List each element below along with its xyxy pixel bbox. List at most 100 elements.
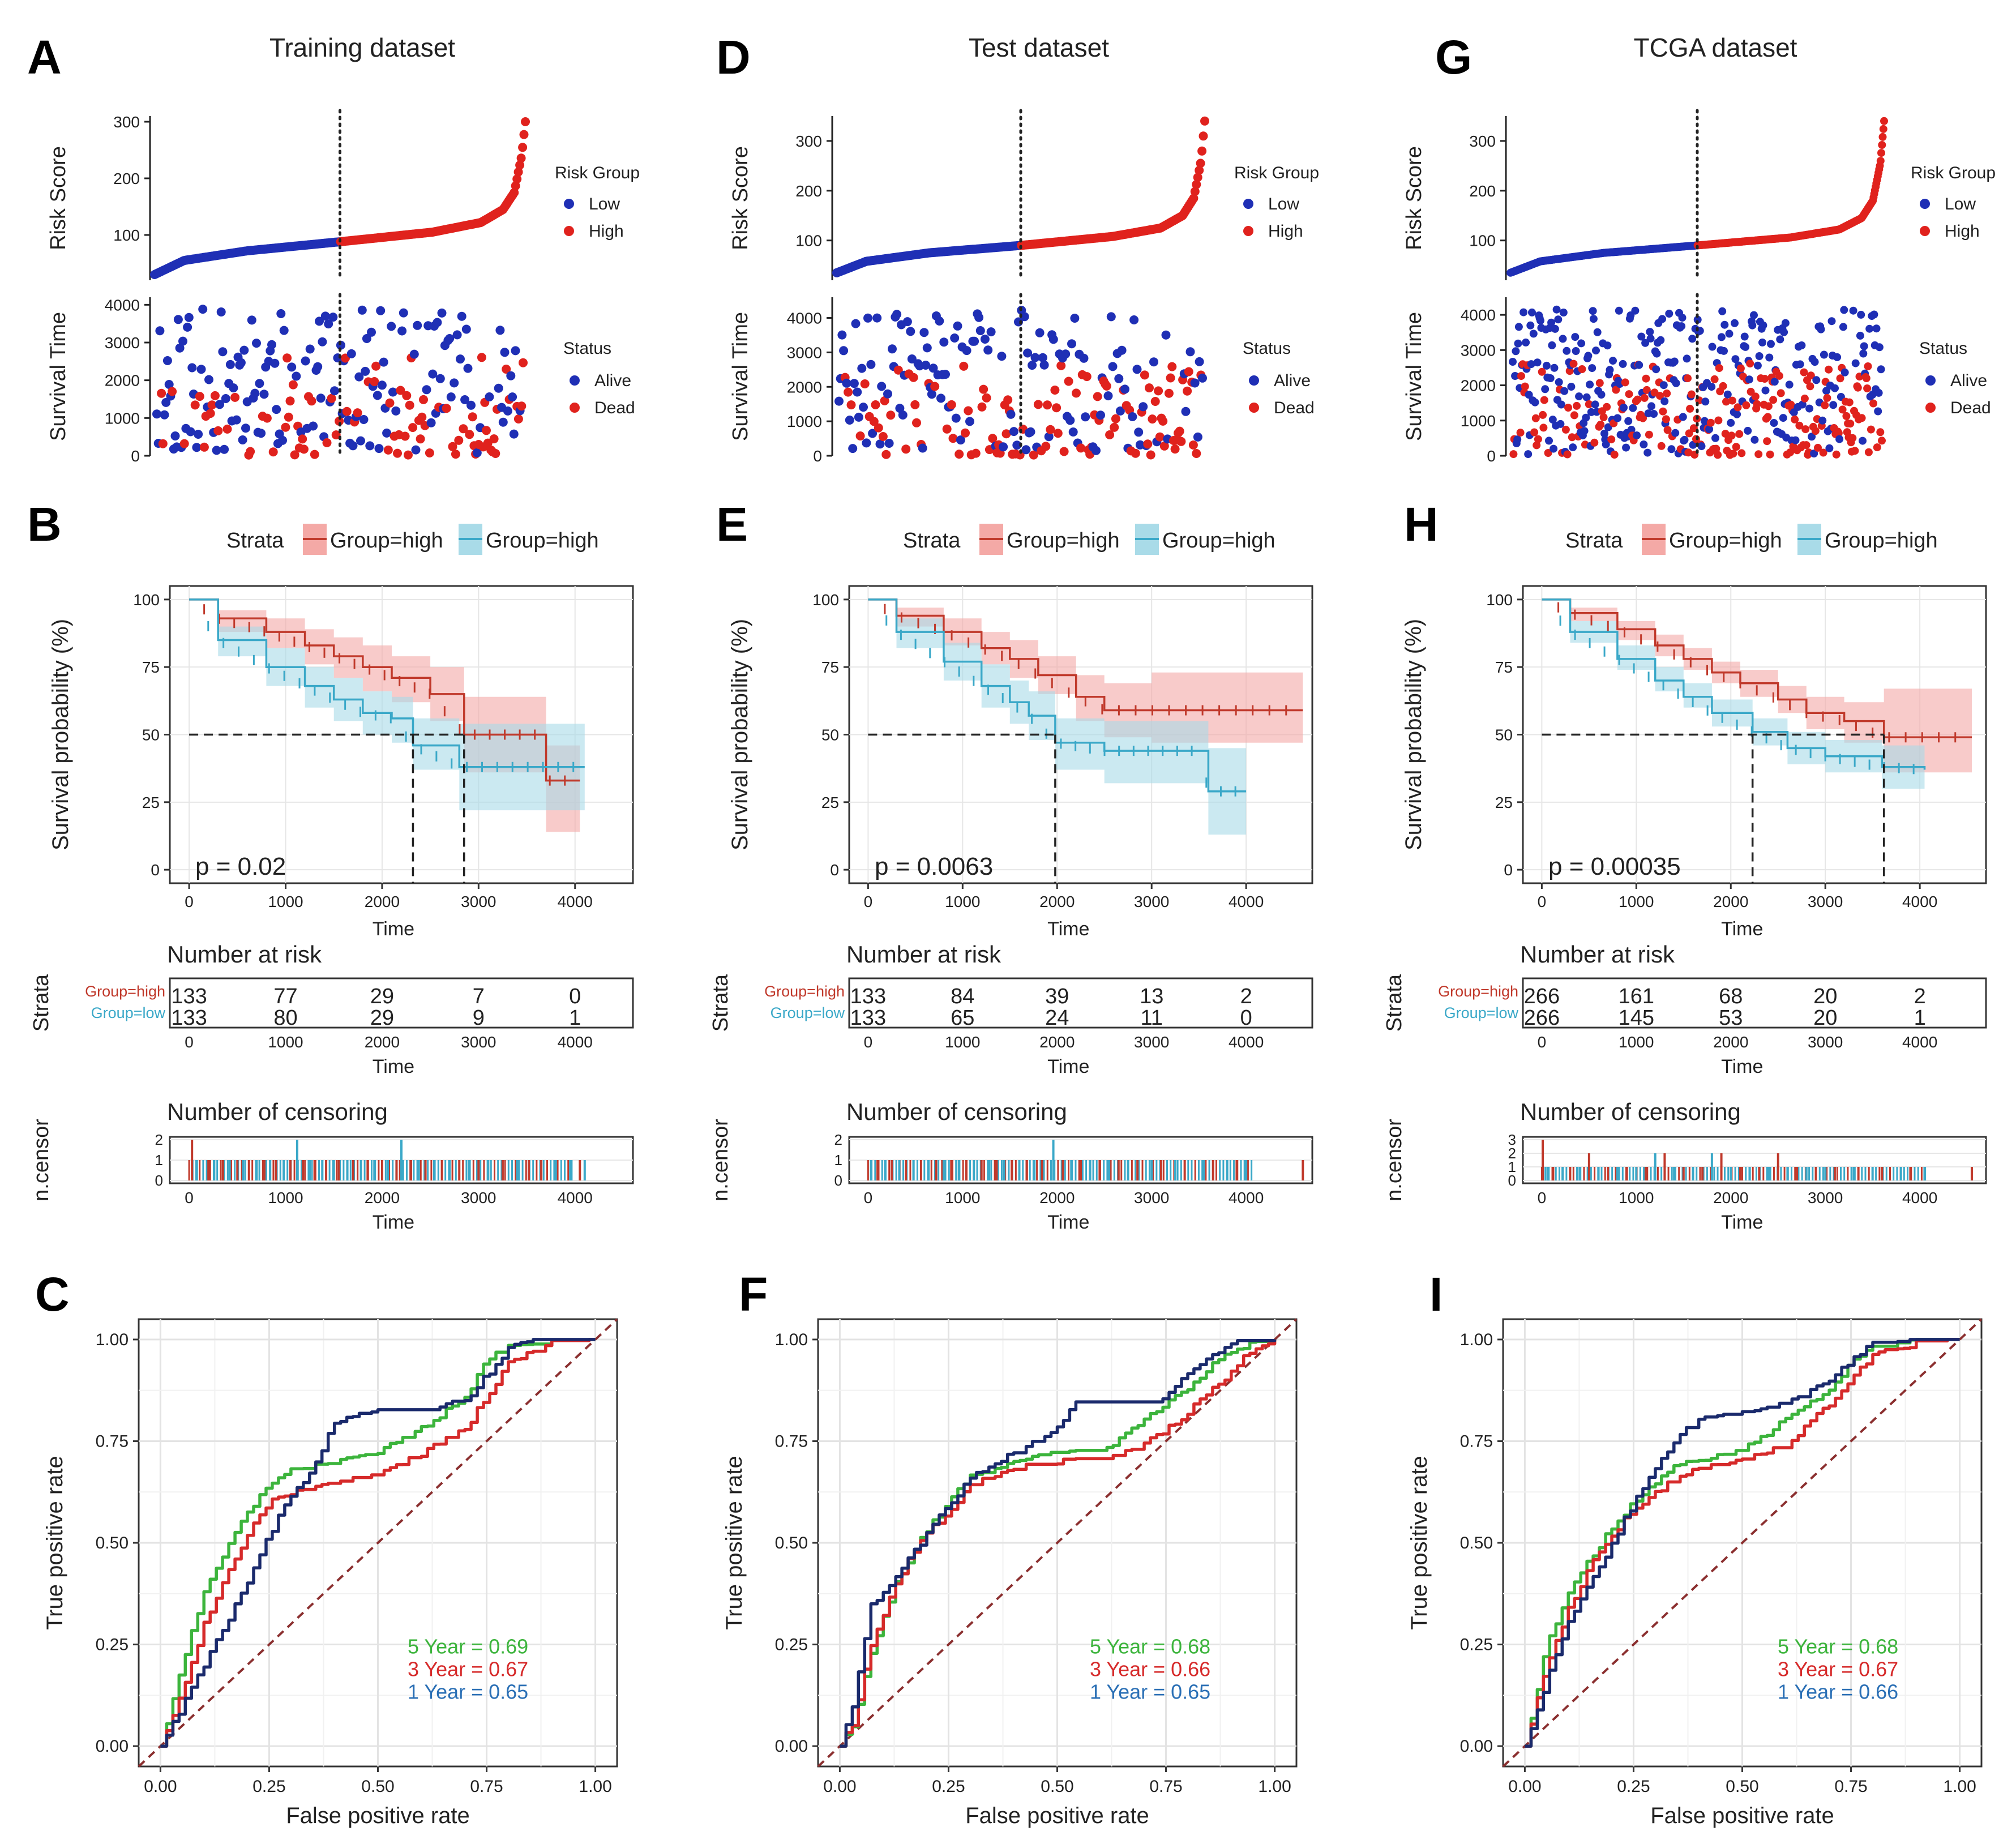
survival-point-alive	[435, 374, 445, 383]
risk-table-x-tick-label: 1000	[1619, 1033, 1654, 1051]
survival-point-alive	[472, 448, 482, 457]
survival-point-alive	[365, 441, 375, 451]
censor-x-tick-label: 3000	[461, 1189, 496, 1207]
km-x-tick-label: 3000	[461, 893, 496, 910]
survival-point-dead	[190, 400, 200, 410]
survival-point-dead	[1876, 428, 1885, 437]
survival-point-alive	[1589, 307, 1597, 315]
survival-point-dead	[881, 450, 891, 459]
survival-point-alive	[922, 343, 932, 353]
survival-point-dead	[1685, 429, 1693, 438]
survival-point-alive	[883, 389, 892, 399]
survival-point-dead	[1878, 437, 1886, 445]
survival-point-alive	[324, 319, 333, 329]
risk-table-value: 133	[850, 1006, 886, 1030]
survival-point-alive	[313, 362, 323, 371]
risk-panel-g: TCGA dataset 100 200 300 Risk Score Risk Grou…	[1402, 33, 1996, 465]
survival-point-dead	[1663, 389, 1671, 397]
survival-point-alive	[1615, 306, 1623, 315]
survival-point-alive	[834, 396, 844, 406]
survival-point-alive	[391, 406, 401, 416]
survival-point-alive	[1872, 324, 1881, 333]
km-y-axis-title: Survival probability (%)	[1401, 619, 1426, 850]
km-curve-low	[1542, 598, 1926, 770]
survival-point-dead	[1864, 448, 1873, 456]
survival-point-alive	[187, 363, 197, 373]
km-ci-band-low	[189, 599, 585, 811]
survival-point-alive	[875, 439, 885, 449]
survival-point-dead	[1769, 396, 1778, 404]
survival-point-alive	[1580, 427, 1589, 435]
roc-y-tick-label: 1.00	[1460, 1331, 1493, 1349]
survival-point-alive	[1865, 324, 1874, 333]
survival-point-dead	[370, 377, 379, 386]
survival-point-alive	[433, 318, 442, 327]
survival-point-alive	[457, 311, 466, 321]
survival-point-alive	[247, 315, 256, 325]
survival-point-alive	[1622, 443, 1630, 452]
roc-y-tick-label: 0.50	[96, 1534, 129, 1552]
risk-table-value: 266	[1524, 985, 1560, 1008]
survival-point-alive	[1563, 346, 1571, 355]
risk-table-x-tick-label: 3000	[1808, 1033, 1843, 1051]
survival-point-alive	[456, 354, 465, 364]
km-x-tick-label: 4000	[558, 893, 593, 910]
survival-point-alive	[1513, 435, 1522, 444]
risk-legend-low-label: Low	[1945, 195, 1976, 213]
panel-letter-i: I	[1429, 1268, 1443, 1321]
risk-table-value: 24	[1045, 1006, 1069, 1030]
risk-table-value: 133	[171, 1006, 207, 1030]
risk-score-tick-label: 100	[1469, 232, 1496, 250]
survival-point-alive	[215, 400, 224, 409]
survival-point-alive	[252, 339, 261, 348]
survival-point-dead	[1564, 404, 1572, 412]
survival-point-dead	[1105, 430, 1115, 439]
dataset-title: Training dataset	[269, 33, 455, 62]
survival-time-tick-label: 4000	[1461, 306, 1496, 324]
survival-point-alive	[1677, 322, 1686, 331]
survival-point-alive	[1647, 402, 1655, 410]
risk-table-x-axis-title: Time	[373, 1056, 414, 1077]
survival-point-dead	[1857, 414, 1866, 422]
km-ci-band-low	[1542, 599, 1925, 789]
panel-letter-e: E	[716, 498, 748, 551]
survival-point-dead	[1807, 371, 1815, 380]
km-y-tick-label: 100	[133, 591, 160, 609]
survival-point-alive	[872, 313, 882, 323]
survival-point-dead	[400, 431, 410, 441]
survival-point-alive	[422, 385, 431, 395]
survival-point-alive	[1006, 409, 1016, 419]
km-y-tick-label: 25	[821, 794, 839, 811]
risk-table-x-tick-label: 1000	[268, 1033, 303, 1051]
survival-point-dead	[310, 450, 319, 459]
survival-point-alive	[974, 313, 984, 322]
survival-point-alive	[907, 354, 917, 363]
survival-point-alive	[1567, 383, 1576, 391]
survival-point-alive	[336, 340, 345, 350]
survival-point-dead	[1832, 450, 1840, 459]
survival-point-alive	[1741, 343, 1750, 351]
survival-point-dead	[971, 448, 981, 458]
survival-point-alive	[1646, 334, 1655, 343]
risk-table-value: 65	[951, 1006, 974, 1030]
status-legend-dead-swatch	[1249, 403, 1259, 413]
roc-diagonal	[1502, 1318, 1983, 1768]
roc-curve-3-year	[1525, 1338, 1960, 1748]
survival-point-alive	[175, 343, 185, 353]
km-x-tick-label: 4000	[1229, 893, 1264, 910]
censor-x-axis-title: Time	[373, 1212, 414, 1233]
survival-point-dead	[1590, 438, 1599, 447]
survival-point-alive	[1161, 330, 1171, 340]
survival-point-dead	[1509, 450, 1518, 459]
survival-point-alive	[1731, 319, 1739, 327]
survival-point-alive	[1548, 341, 1556, 349]
survival-point-dead	[353, 408, 362, 418]
survival-point-alive	[1079, 353, 1089, 363]
survival-point-alive	[239, 345, 249, 355]
survival-point-alive	[374, 444, 384, 454]
survival-point-dead	[1033, 400, 1043, 409]
survival-point-dead	[1823, 393, 1831, 402]
survival-point-dead	[1764, 413, 1772, 421]
km-x-axis-title: Time	[1721, 918, 1763, 940]
roc-panel-i: 5 Year = 0.683 Year = 0.671 Year = 0.66 0…	[1407, 1318, 1983, 1828]
